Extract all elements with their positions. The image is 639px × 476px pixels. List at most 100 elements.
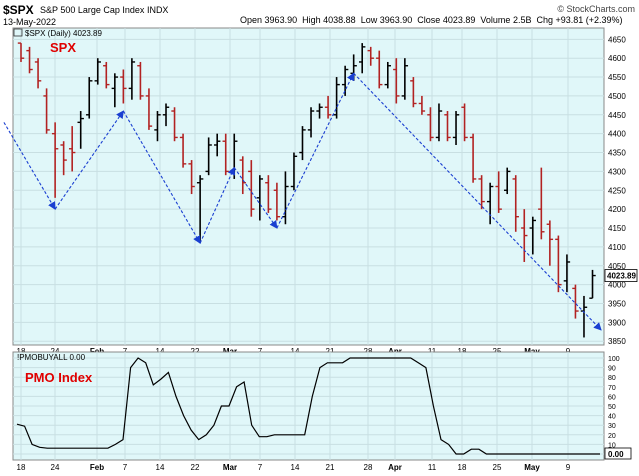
trendline [3,122,56,211]
price-plot-area [12,27,605,346]
ohlc-bar [162,103,170,127]
ohlc-bar [273,182,281,221]
ohlc-bar [188,160,195,195]
date-label: 13-May-2022 [3,17,57,27]
pmo-x-tick-label: 7 [258,463,263,472]
ohlc-bar [538,167,545,240]
ohlc-bar [452,111,460,145]
ohlc-bar [589,269,596,299]
pmo-line [16,357,600,455]
pmo-y-tick-label: 50 [608,404,616,411]
ohlc-bar [307,107,315,138]
ohlc-bar [205,137,212,176]
pmo-x-tick-label: 25 [493,463,502,472]
price-y-tick-label: 4350 [608,149,626,158]
price-y-tick-label: 3900 [608,318,626,327]
legend-swatch [13,28,23,37]
ohlc-bar [418,95,426,115]
pmo-x-tick-label: 24 [51,463,60,472]
ohlc-bar [213,133,221,157]
high-value: 4038.88 [323,15,356,25]
ohlc-bar [248,160,255,217]
ohlc-bar [290,152,298,191]
ohlc-bar [410,77,417,108]
ohlc-bar [86,77,93,119]
price-legend: $SPX (Daily) 4023.89 [25,29,102,38]
ohlc-bar [239,156,246,195]
ohlc-bar [393,58,400,104]
price-y-tick-label: 4300 [608,167,626,176]
price-y-tick-label: 4050 [608,262,626,271]
ohlc-bar [555,235,562,293]
close-label: Close [417,15,441,25]
ohlc-bar [111,73,119,108]
ohlc-bar [359,43,366,74]
pmo-x-tick-label: 14 [291,463,300,472]
pmo-x-tick-label: 28 [364,463,373,472]
pmo-panel: 18 24 Feb 7 14 22 Mar 7 14 21 28 Apr 11 18 25 May 90 10 20… [12,351,632,472]
price-y-tick-label: 4000 [608,281,626,290]
ohlc-bar [444,111,451,142]
price-y-tick-label: 4550 [608,73,626,82]
pmo-x-tick-label: Feb [90,463,104,472]
chg-label: Chg [536,15,553,25]
price-y-tick-label: 4400 [608,130,626,139]
pmo-x-tick-label: 14 [156,463,165,472]
pmo-y-tick-label: 20 [608,433,616,440]
ohlc-bar [137,61,144,100]
ohlc-bar [367,46,374,66]
index-name: S&P 500 Large Cap Index INDX [40,5,168,15]
price-panel: 3850 3900 3950 4000 4050 4100 4150 4200 4250 4300… [3,27,638,356]
low-value: 3963.90 [379,15,413,25]
pmo-panel-label: PMO Index [25,370,93,385]
pmo-y-tick-label: 90 [608,366,616,373]
ohlc-bar [265,175,272,213]
ohlc-bar [324,95,332,119]
volume-value: 2.5B [512,15,532,25]
last-price-text: 4023.89 [607,272,636,281]
ohlc-bar [546,220,554,266]
pmo-x-tick-label: Apr [388,463,402,472]
price-y-tick-label: 4450 [608,111,626,120]
ohlc-bar [316,103,323,119]
ohlc-bar [461,103,468,142]
pmo-y-tick-label: 100 [608,356,620,363]
ohlc-bar [26,46,33,74]
ohlc-bar [94,58,101,85]
ohlc-bar [103,61,110,89]
index-name-text: S&P 500 Large Cap Index [40,5,145,15]
ohlc-bar [486,182,494,225]
ohlc-bar [60,141,67,176]
price-y-tick-label: 3950 [608,299,626,308]
price-y-tick-label: 4100 [608,243,626,252]
ohlc-bar [504,167,511,195]
price-y-tick-label: 4200 [608,205,626,214]
ohlc-bar [572,284,579,319]
ohlc-bar [376,50,383,89]
open-value: 3963.90 [264,15,298,25]
trendline [353,72,602,331]
price-y-tick-label: 4150 [608,224,626,233]
ohlc-bar [256,175,264,221]
pmo-y-tick-label: 10 [608,442,616,449]
low-label: Low [360,15,378,25]
symbol-title: $SPX [3,3,34,17]
ohlc-bar [196,175,204,244]
ohlc-bar [512,175,519,232]
credit-label: © StockCharts.com [557,4,635,14]
pmo-y-tick-label: 60 [608,394,616,401]
ohlc-bar [563,254,571,293]
exchange-text: INDX [146,5,169,15]
ohlc-bar [171,107,178,142]
pmo-x-tick-label: May [524,463,540,472]
ohlc-bar [77,111,84,149]
ohlc-bar [299,126,306,161]
price-y-tick-label: 4500 [608,92,626,101]
ohlc-bar [435,103,443,142]
pmo-last-text: 0.00 [608,450,624,459]
pmo-last-tag [604,447,632,460]
pmo-x-tick-label: 21 [326,463,335,472]
ohlc-bar [529,216,536,255]
